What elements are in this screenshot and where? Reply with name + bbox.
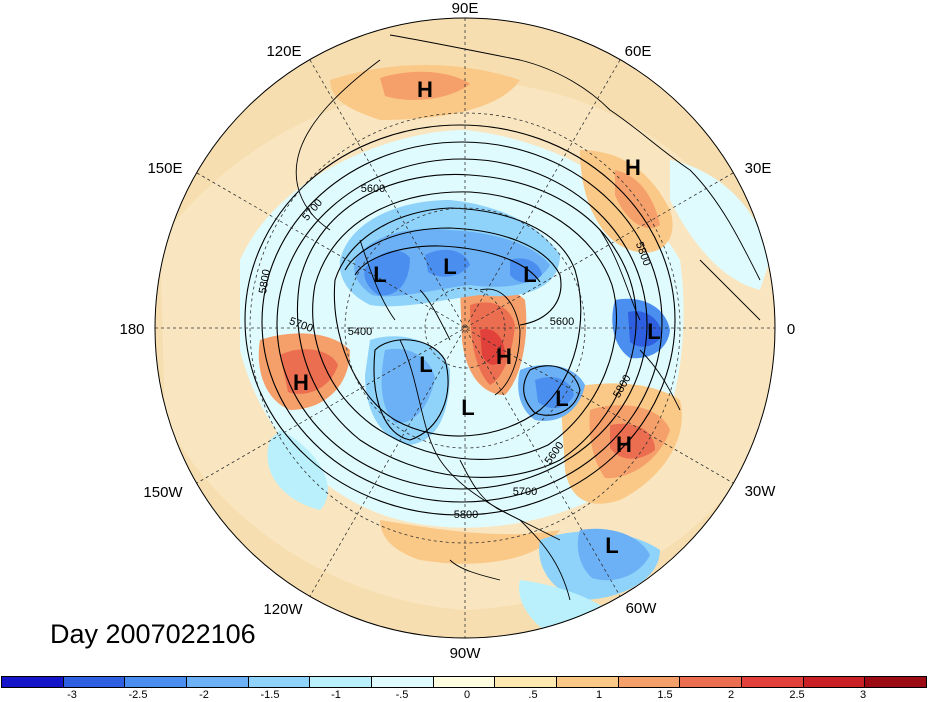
contour-label: 5800 <box>257 268 273 294</box>
anomaly-field <box>160 65 775 638</box>
colorbar-tick: 2 <box>727 689 735 701</box>
map-boundary <box>154 17 776 639</box>
lon-label-0: 0 <box>787 321 795 338</box>
lon-label-120w: 120W <box>263 601 303 618</box>
colorbar-cell <box>618 677 681 687</box>
colorbar-tick: -3 <box>67 689 77 701</box>
contour-label: 5400 <box>348 326 372 338</box>
coastlines <box>295 34 761 601</box>
lon-label-180: 180 <box>119 321 144 338</box>
colorbar-cell <box>680 677 743 687</box>
colorbar-tick: 0 <box>463 689 471 701</box>
colorbar-cell <box>63 677 126 687</box>
colorbar-tick: 1 <box>595 689 603 701</box>
low-pressure-label: L <box>419 352 432 377</box>
colorbar-cell <box>433 677 496 687</box>
lon-label-60e: 60E <box>625 43 652 60</box>
colorbar-tick: 2.5 <box>789 689 805 701</box>
colorbar-cell <box>248 677 311 687</box>
colorbar-cell <box>865 677 927 687</box>
colorbar-tick: 1.5 <box>657 689 673 701</box>
colorbar-tick: -1 <box>331 689 341 701</box>
low-pressure-label: L <box>461 395 474 420</box>
height-contours <box>244 124 676 516</box>
day-label: Day 2007022106 <box>50 619 256 649</box>
colorbar-cell <box>187 677 249 687</box>
low-pressure-label: L <box>523 262 536 287</box>
contour-label: 5600 <box>550 316 574 328</box>
lon-label-150w: 150W <box>143 484 183 501</box>
colorbar-cell <box>557 677 619 687</box>
lon-label-90w: 90W <box>450 645 482 662</box>
high-pressure-label: H <box>625 155 641 180</box>
lon-label-30e: 30E <box>745 160 772 177</box>
high-pressure-label: H <box>293 370 309 395</box>
high-pressure-label: H <box>616 432 632 457</box>
low-pressure-label: L <box>555 386 568 411</box>
lon-label-120e: 120E <box>266 43 301 60</box>
colorbar-cell <box>742 677 804 687</box>
colorbar-tick-labels: -3 -2.5 -2 -1.5 -1 -.5 0 .5 1 1.5 2 2.5 … <box>0 689 928 702</box>
colorbar-tick: -1.5 <box>260 689 280 701</box>
lon-label-90e: 90E <box>452 0 479 17</box>
contour-label: 5600 <box>361 183 385 195</box>
low-pressure-label: L <box>373 262 386 287</box>
colorbar-cell <box>803 677 866 687</box>
colorbar-tick: -2 <box>199 689 209 701</box>
high-pressure-label: H <box>417 77 433 102</box>
high-pressure-label: H <box>496 344 512 369</box>
colorbar-tick: 3 <box>859 689 867 701</box>
colorbar-cell <box>310 677 373 687</box>
colorbar-tick: .5 <box>528 689 538 701</box>
polar-map: 90E 60E 30E 0 30W 60W 90W 120W 150W 180 … <box>119 0 795 662</box>
colorbar-tick: -2.5 <box>128 689 148 701</box>
colorbar-cell <box>125 677 188 687</box>
colorbar-cell <box>372 677 434 687</box>
contour-label: 5700 <box>513 486 537 498</box>
graticule <box>155 18 775 638</box>
low-pressure-label: L <box>647 319 660 344</box>
contour-label: 5800 <box>454 509 478 521</box>
low-pressure-label: L <box>443 254 456 279</box>
lon-label-30w: 30W <box>745 483 777 500</box>
colorbar <box>1 676 927 688</box>
colorbar-cell <box>2 677 64 687</box>
lon-label-150e: 150E <box>147 160 182 177</box>
low-pressure-label: L <box>605 533 618 558</box>
lon-label-60w: 60W <box>626 600 658 617</box>
colorbar-cell <box>495 677 558 687</box>
colorbar-tick: -.5 <box>395 689 409 701</box>
